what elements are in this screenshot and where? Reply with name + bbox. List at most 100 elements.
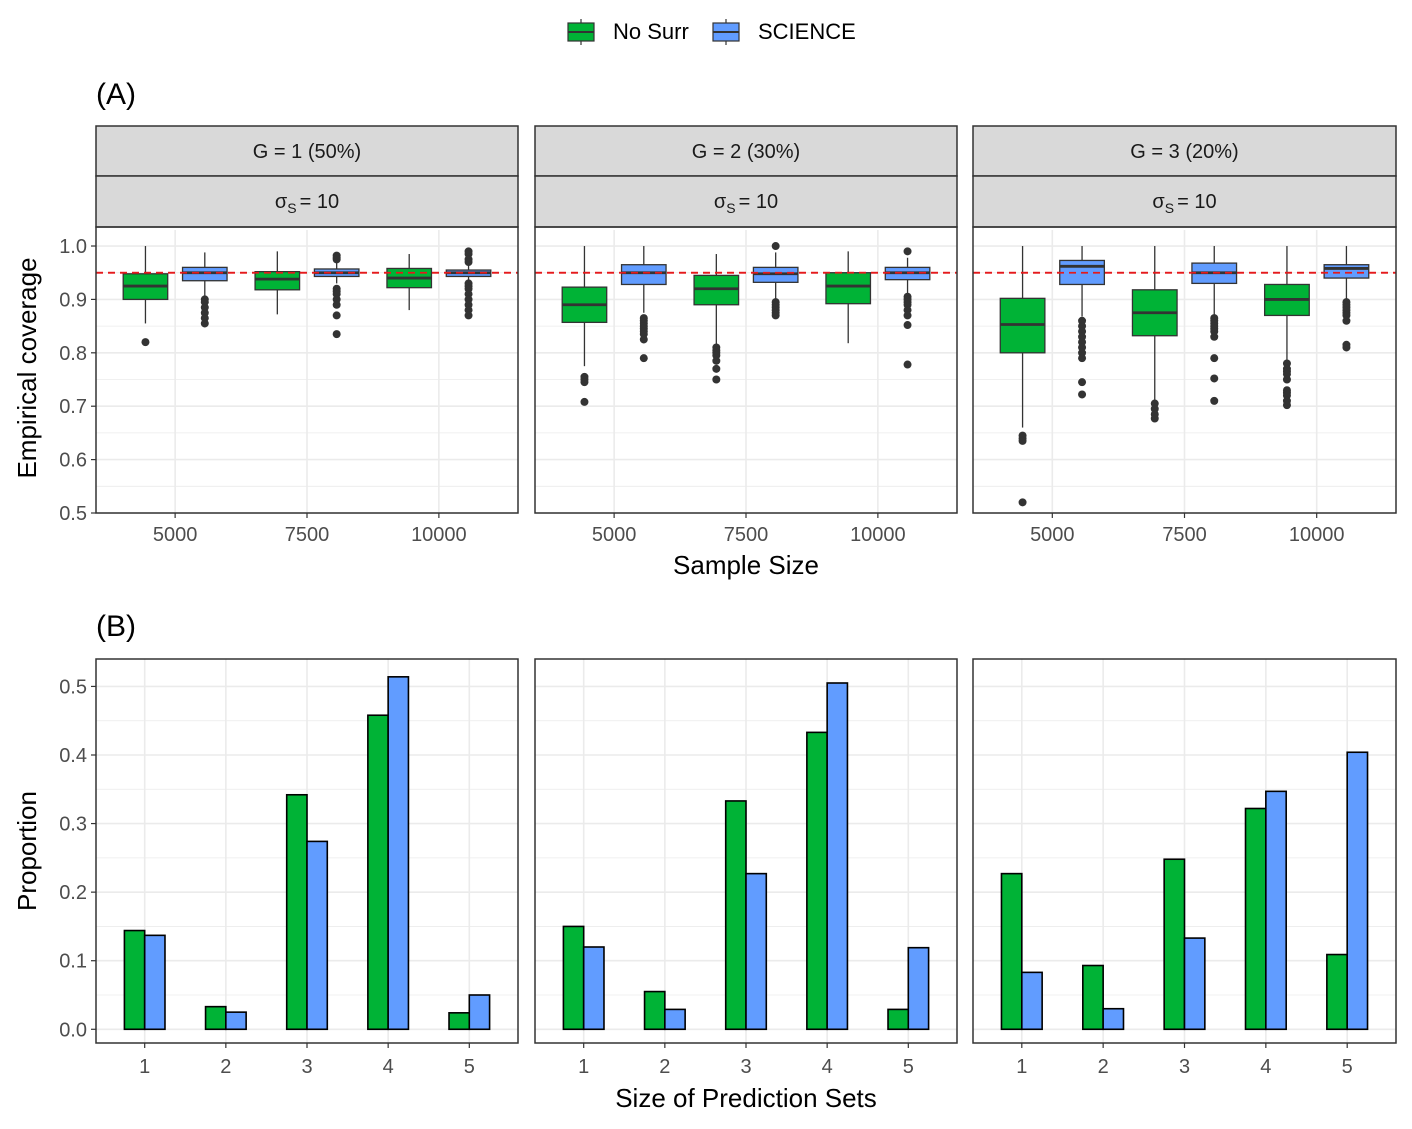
box-outlier (639, 354, 648, 363)
bar-no-surr-size-2 (1082, 964, 1104, 1031)
box-outlier (903, 247, 912, 256)
box-outlier (1018, 498, 1027, 507)
bar-no-surr-size-4 (367, 714, 389, 1031)
panel-b-facet-2: 1 2 3 4 5 (534, 658, 958, 1078)
bar-no-surr-size-5 (887, 1008, 910, 1031)
bar-science-size-2 (1102, 1007, 1125, 1031)
bar-science-size-3 (306, 840, 329, 1031)
box-outlier (771, 242, 780, 251)
panel-a-x-axis-title: Sample Size (673, 550, 819, 580)
boxplot-science-5000 (620, 246, 667, 363)
panel-b-y-axis-title: Proportion (12, 791, 42, 911)
bar-no-surr-size-2 (643, 990, 666, 1031)
boxplot-science-10000 (445, 247, 492, 320)
panel-a-y-axis-title: Empirical coverage (12, 257, 42, 478)
box-outlier (903, 311, 912, 320)
x-tick-label: 7500 (1162, 524, 1207, 546)
panel-b-x-axis-title: Size of Prediction Sets (615, 1083, 877, 1113)
y-tick-label: 0.0 (59, 1019, 87, 1041)
box-outlier (1078, 354, 1087, 363)
box-outlier (200, 319, 209, 328)
y-tick-label: 0.7 (59, 396, 87, 418)
facet-strip-group-3 (972, 125, 1397, 177)
x-tick-label: 5000 (153, 524, 198, 546)
box-outlier (903, 360, 912, 369)
bar-science-size-5 (907, 946, 930, 1031)
panel-b-facet-1: 1 2 3 4 5 0.0 0.1 0.2 0.3 0.4 0.5 (59, 658, 519, 1078)
sigma-subscript: S (726, 200, 735, 216)
x-tick-label: 2 (220, 1056, 231, 1078)
box-outlier (1342, 343, 1351, 352)
facet-strip-group-1 (95, 125, 519, 177)
panel-b-label: (B) (96, 610, 136, 643)
boxplot-no-surr-5000 (561, 246, 608, 406)
box-outlier (332, 300, 341, 309)
x-tick-label: 5 (464, 1056, 475, 1078)
facet-strip-sigma-label: σS = 10 (275, 191, 339, 216)
box-outlier (1150, 414, 1159, 423)
x-tick-label: 5000 (1030, 524, 1075, 546)
sigma-value: = 10 (739, 191, 778, 213)
y-tick-label: 0.6 (59, 450, 87, 472)
box-outlier (1210, 354, 1219, 363)
x-tick-label: 7500 (285, 524, 330, 546)
legend: No Surr SCIENCE (567, 19, 856, 45)
bar-science-size-3 (745, 872, 768, 1031)
bar-no-surr-size-3 (724, 800, 747, 1031)
bar-science-size-2 (664, 1008, 686, 1031)
boxplot-no-surr-7500 (693, 254, 740, 384)
facet-strip-sigma-1 (95, 175, 519, 228)
box-outlier (1210, 396, 1219, 405)
boxplot-science-10000 (1323, 246, 1370, 352)
boxplot-no-surr-5000 (122, 246, 169, 347)
y-tick-label: 0.9 (59, 289, 87, 311)
y-tick-label: 1.0 (59, 236, 87, 258)
boxplot-science-7500 (752, 242, 799, 320)
boxplot-no-surr-10000 (825, 251, 872, 344)
box-outlier (1078, 378, 1087, 387)
box-outlier (580, 378, 589, 387)
panel-a-label: (A) (96, 78, 136, 111)
panel-a-facet-3: G = 3 (20%) σS = 10 5000 7500 10000 (972, 125, 1397, 546)
boxplot-no-surr-10000 (1263, 246, 1310, 410)
legend-label-no-surr: No Surr (613, 19, 689, 44)
facet-strip-sigma-label: σS = 10 (714, 191, 778, 216)
panel-a-facet-1: G = 1 (50%) σS = 10 5000 7500 10000 0.5 0.6 0.7 0… (59, 125, 519, 546)
box-outlier (712, 356, 721, 365)
bar-no-surr-size-4 (1244, 807, 1267, 1031)
x-tick-label: 3 (1179, 1056, 1190, 1078)
box-outlier (1078, 390, 1087, 399)
boxplot-no-surr-10000 (386, 254, 433, 311)
x-tick-label: 4 (383, 1056, 394, 1078)
boxplot-science-5000 (1059, 246, 1106, 399)
box-outlier (141, 338, 150, 347)
box-outlier (1210, 374, 1219, 383)
y-tick-label: 0.3 (59, 814, 87, 836)
box-outlier (712, 364, 721, 373)
box-iqr (825, 272, 872, 305)
sigma-symbol: σ (1152, 191, 1165, 213)
legend-item-no-surr: No Surr (567, 19, 689, 45)
y-tick-label: 0.5 (59, 503, 87, 525)
box-outlier (712, 375, 721, 384)
legend-item-science: SCIENCE (712, 19, 856, 45)
bar-science-size-4 (387, 676, 410, 1031)
box-outlier (464, 311, 473, 320)
y-tick-label: 0.2 (59, 882, 87, 904)
x-tick-label: 4 (822, 1056, 833, 1078)
x-tick-label: 7500 (724, 524, 769, 546)
panel-a-facet-2: G = 2 (30%) σS = 10 5000 7500 10000 (534, 125, 958, 546)
box-outlier (580, 397, 589, 406)
bar-no-surr-size-1 (562, 925, 585, 1031)
facet-strip-group-label: G = 2 (30%) (692, 141, 800, 163)
box-outlier (1018, 436, 1027, 445)
bar-no-surr-size-1 (123, 929, 146, 1031)
bar-no-surr-size-3 (285, 793, 308, 1031)
panel-b-facet-3: 1 2 3 4 5 (972, 658, 1397, 1078)
box-iqr (254, 270, 301, 291)
legend-label-science: SCIENCE (758, 19, 856, 44)
boxplot-no-surr-5000 (999, 246, 1046, 507)
box-outlier (1282, 401, 1291, 410)
